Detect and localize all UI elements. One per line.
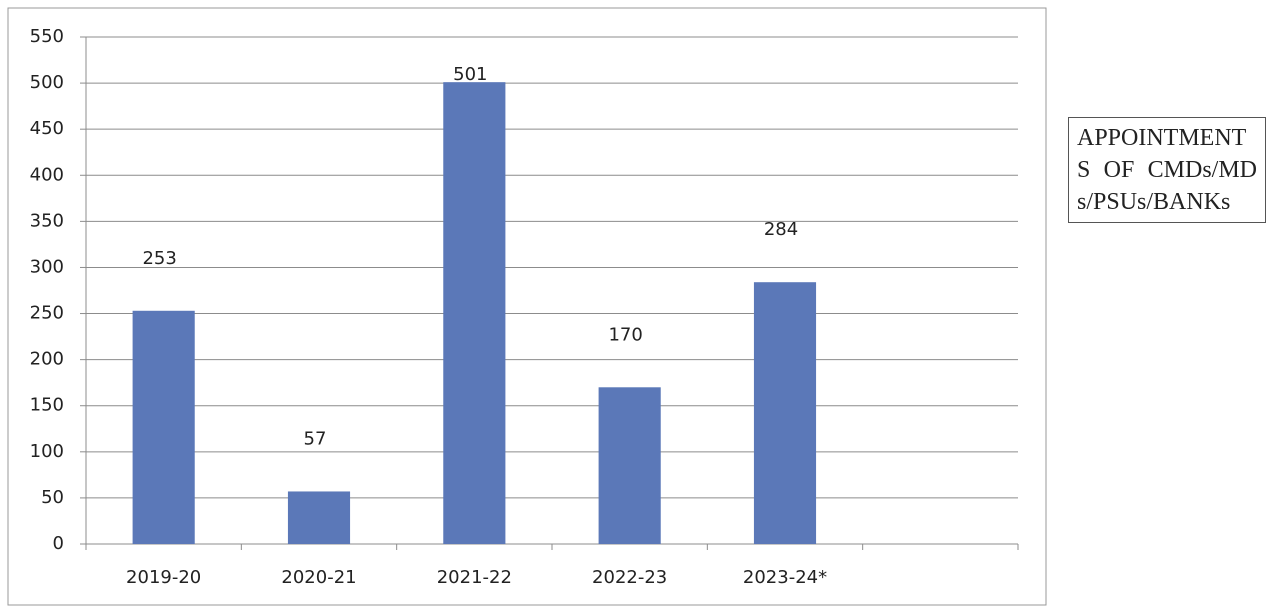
data-label: 57 [304,428,327,449]
x-tick-label: 2021-22 [437,567,512,588]
data-label: 284 [764,219,798,240]
legend: APPOINTMENTS OF CMDs/MDs/PSUs/BANKs [1068,117,1266,223]
y-tick-label: 250 [30,303,64,324]
x-tick-label: 2023-24* [743,567,827,588]
y-tick-label: 150 [30,395,64,416]
bar [443,82,506,544]
y-tick-label: 400 [30,164,64,185]
y-tick-label: 350 [30,210,64,231]
y-tick-label: 500 [30,72,64,93]
y-tick-label: 550 [30,26,64,47]
y-tick-label: 300 [30,256,64,277]
bar [753,282,817,544]
data-label: 253 [142,248,176,269]
x-tick-label: 2020-21 [281,567,356,588]
chart-frame [7,7,1047,606]
bar [132,310,195,544]
data-label: 170 [608,324,642,345]
bar [287,491,351,544]
x-tick-label: 2019-20 [126,567,201,588]
bar [598,387,661,544]
y-tick-label: 0 [53,533,64,554]
data-label: 501 [453,64,487,85]
y-tick-label: 200 [30,349,64,370]
x-tick-label: 2022-23 [592,567,667,588]
y-tick-label: 50 [41,487,64,508]
y-tick-label: 450 [30,118,64,139]
y-tick-label: 100 [30,441,64,462]
